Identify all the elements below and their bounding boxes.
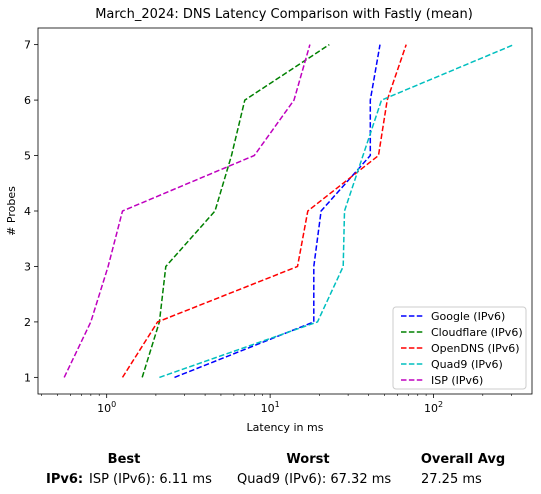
summary-table: Best Worst Overall Avg IPv6: ISP (IPv6):… xyxy=(0,440,541,494)
y-tick-label: 2 xyxy=(24,316,31,329)
legend-box xyxy=(392,306,527,390)
y-axis-label: # Probes xyxy=(5,186,18,236)
summary-row-label: IPv6: xyxy=(46,472,83,487)
latency-chart: March_2024: DNS Latency Comparison with … xyxy=(5,7,533,434)
summary-best-value: ISP (IPv6): 6.11 ms xyxy=(89,472,212,487)
summary-row-label-colon: : xyxy=(77,472,84,487)
summary-overall-value: 27.25 ms xyxy=(421,472,482,487)
legend-label: Cloudflare (IPv6) xyxy=(431,326,523,339)
summary-worst-value: Quad9 (IPv6): 67.32 ms xyxy=(237,472,392,487)
axis-ticks: 100 101 102 1 2 3 4 5 6 7 xyxy=(24,39,512,415)
series-line-google-ipv6 xyxy=(174,44,381,379)
summary-header-overall: Overall Avg xyxy=(420,452,506,467)
x-tick-label: 101 xyxy=(261,400,280,415)
chart-title: March_2024: DNS Latency Comparison with … xyxy=(95,7,473,22)
legend: Google (IPv6) Cloudflare (IPv6) OpenDNS (I… xyxy=(392,306,527,390)
legend-label: ISP (IPv6) xyxy=(431,374,483,387)
y-tick-label: 5 xyxy=(24,150,31,163)
summary-header-worst: Worst xyxy=(286,452,330,467)
x-tick-label: 102 xyxy=(424,400,443,415)
y-tick-label: 6 xyxy=(24,94,31,107)
summary-row-label-text: IPv6 xyxy=(46,472,78,487)
y-tick-label: 3 xyxy=(24,260,31,273)
legend-label: Google (IPv6) xyxy=(431,310,505,323)
summary-header-best: Best xyxy=(107,452,141,467)
series-lines xyxy=(63,43,515,379)
x-axis-label: Latency in ms xyxy=(247,421,324,434)
x-tick-label: 100 xyxy=(97,400,116,415)
series-line-quad9-ipv6 xyxy=(159,43,515,379)
y-tick-label: 4 xyxy=(24,205,31,218)
legend-label: Quad9 (IPv6) xyxy=(431,358,503,371)
y-tick-label: 7 xyxy=(24,39,31,52)
series-line-isp-ipv6 xyxy=(63,44,311,378)
legend-label: OpenDNS (IPv6) xyxy=(431,342,520,355)
y-tick-label: 1 xyxy=(24,371,31,384)
series-line-opendns-ipv6 xyxy=(121,44,407,378)
